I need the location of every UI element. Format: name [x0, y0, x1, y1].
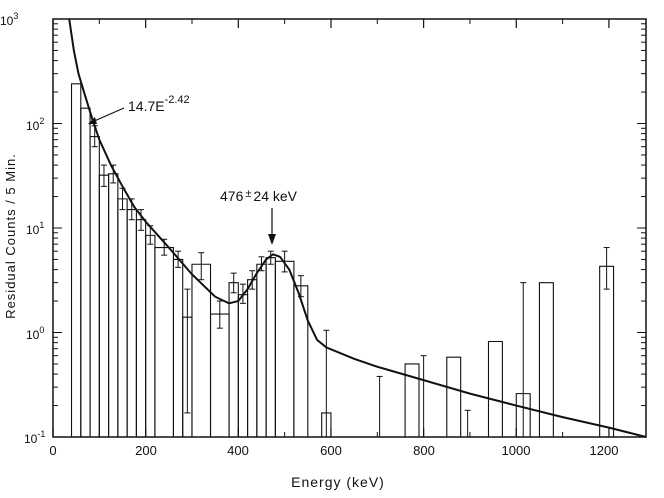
x-tick-label: 600	[320, 443, 342, 458]
y-axis-title: Residual Counts / 5 Min.	[3, 153, 18, 319]
peak-arrow-head	[268, 234, 276, 245]
fit-label-text: 14.7E-2.42	[128, 94, 190, 114]
x-tick-label: 200	[135, 443, 157, 458]
histogram-bar	[209, 313, 230, 437]
histogram-bar	[117, 198, 128, 437]
x-tick-label: 0	[49, 443, 56, 458]
y-tick-label: 102	[26, 116, 44, 133]
fit-label-arrow-line	[91, 107, 125, 123]
error-bars	[91, 125, 610, 437]
fit-curve	[68, 18, 647, 438]
histogram-bar	[80, 107, 91, 437]
histogram-bar	[70, 83, 82, 437]
histogram-bar	[599, 265, 615, 437]
peak-annotation-text: 476 ±24 keV	[220, 188, 298, 204]
histogram-bar	[446, 356, 462, 437]
histogram-bar	[108, 173, 119, 437]
histogram-bar	[487, 340, 503, 437]
histogram-bar	[126, 209, 137, 437]
fit-label-arrow-head	[88, 117, 97, 124]
histogram-bar	[274, 260, 295, 437]
peak-annotation: 476 ±24 keV	[220, 188, 298, 245]
axis-ticks	[52, 19, 646, 438]
histogram-bar	[293, 285, 309, 437]
x-tick-label: 800	[413, 443, 435, 458]
histogram-bar	[237, 294, 249, 437]
histogram-bar	[89, 136, 100, 437]
histogram-bar	[135, 219, 147, 437]
x-tick-label: 400	[227, 443, 249, 458]
histogram-bar	[538, 282, 554, 437]
y-tick-label: 103	[0, 11, 18, 28]
histogram-bar	[265, 257, 276, 437]
histogram-bar	[256, 263, 267, 437]
histogram-bar	[404, 363, 420, 437]
y-tick-labels: 103 102 101 100 10-1	[0, 11, 45, 446]
histogram-bar	[98, 174, 110, 437]
histogram-bins	[70, 83, 615, 437]
x-axis-title: Energy (keV)	[291, 474, 385, 490]
y-tick-label: 101	[26, 220, 44, 237]
histogram-bar	[154, 247, 175, 437]
histogram-bar	[172, 258, 184, 437]
plot-frame	[52, 18, 647, 438]
y-tick-label: 10-1	[24, 429, 45, 446]
y-tick-label: 100	[26, 325, 44, 342]
x-tick-label: 1200	[590, 443, 619, 458]
x-tick-labels: 0 200 400 600 800 1000 1200	[49, 443, 618, 458]
histogram-bar	[247, 279, 258, 437]
histogram-bar	[228, 282, 239, 437]
histogram-bar	[145, 234, 156, 437]
fit-label: 14.7E-2.42	[88, 94, 190, 124]
x-tick-label: 1000	[502, 443, 531, 458]
